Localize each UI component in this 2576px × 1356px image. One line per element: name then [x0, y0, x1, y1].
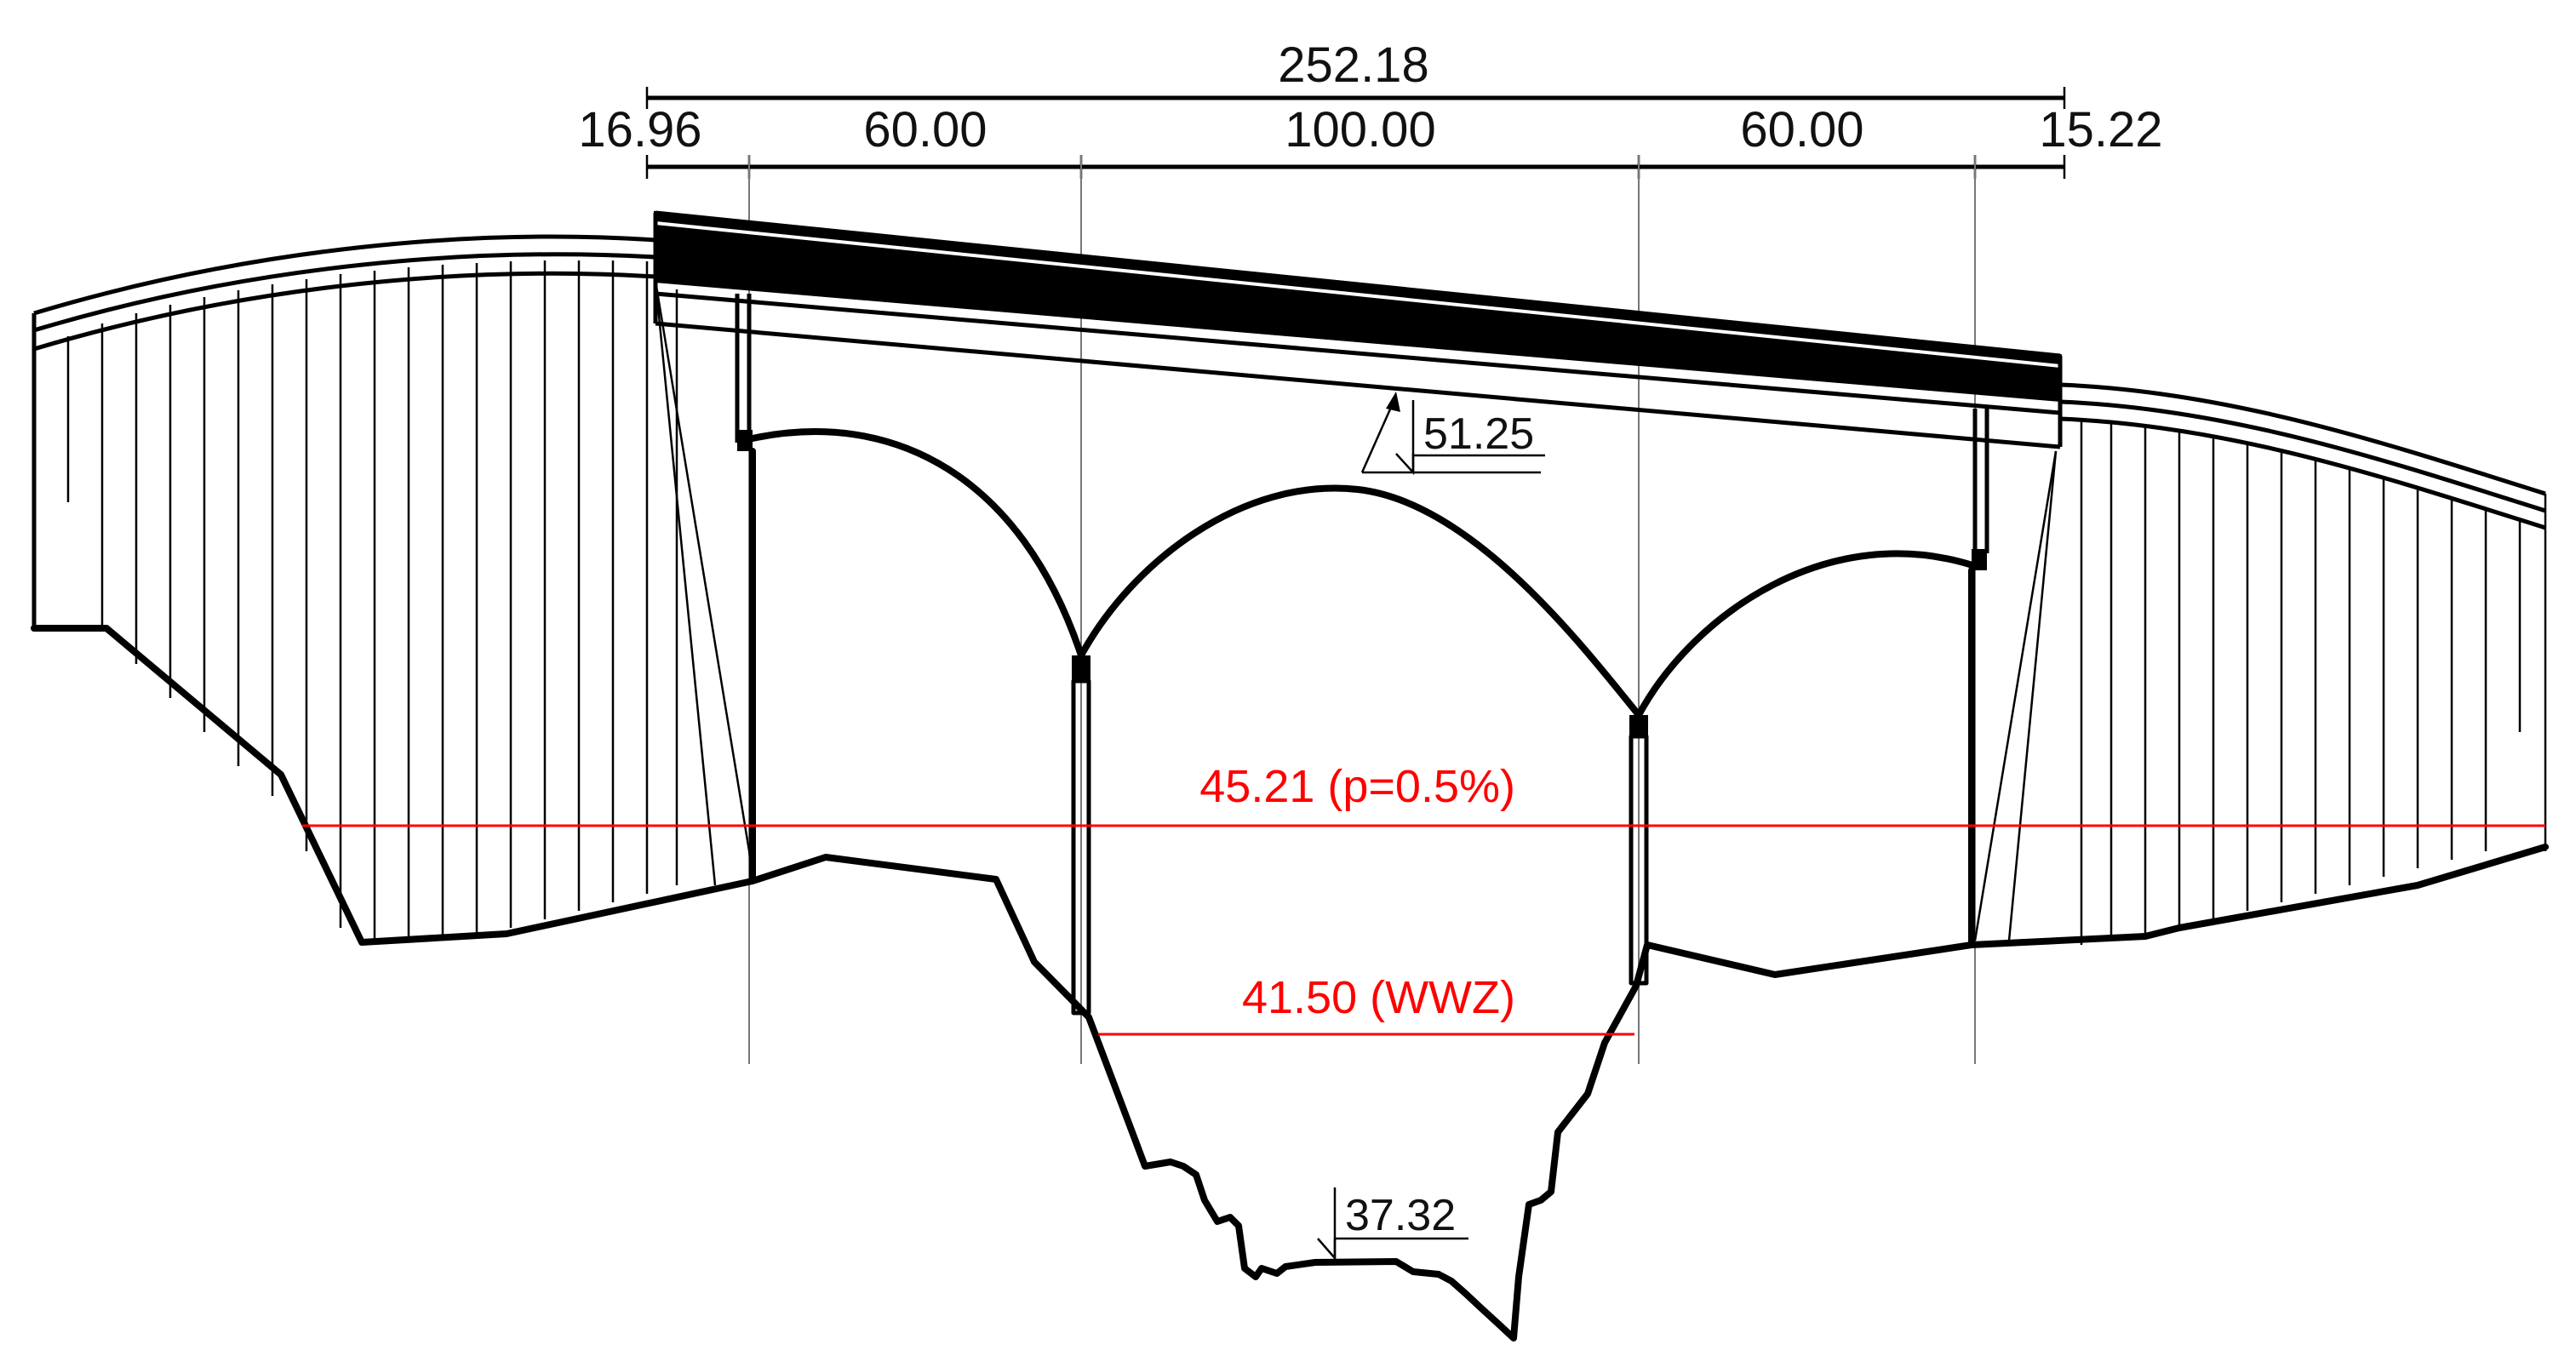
overall-dimension-label: 252.18: [1278, 37, 1428, 93]
left-approach-embankment: [31, 234, 755, 945]
abutments: [735, 294, 1989, 948]
mean-water-level-label: 41.50 (WWZ): [1242, 972, 1515, 1023]
right-approach-embankment: [1973, 382, 2547, 945]
terrain-profile: [103, 625, 2549, 1342]
span-dimension-end-right: 15.22: [2039, 102, 2162, 157]
span-dimension-side-right: 60.00: [1740, 102, 1863, 157]
piers: [1071, 655, 1649, 1016]
span-dimension-side-left: 60.00: [863, 102, 987, 157]
flood-level-label: 45.21 (p=0.5%): [1199, 761, 1515, 812]
riverbed-level-label: 37.32: [1345, 1191, 1456, 1240]
span-dimension-end-left: 16.96: [578, 102, 701, 157]
riverbed-level-marker: 37.32: [1317, 1187, 1468, 1262]
deck-level-marker: 51.25: [1360, 392, 1545, 476]
dimension-chain-overall: 252.18: [645, 37, 2066, 109]
dimension-chain-spans: 16.96 60.00 100.00 60.00 15.22: [578, 102, 2163, 179]
bridge-deck: [653, 210, 2063, 449]
arch-structure: [749, 428, 1978, 718]
water-levels: 45.21 (p=0.5%) 41.50 (WWZ): [302, 761, 2545, 1036]
span-dimension-main: 100.00: [1285, 102, 1435, 157]
deck-level-label: 51.25: [1423, 409, 1534, 459]
